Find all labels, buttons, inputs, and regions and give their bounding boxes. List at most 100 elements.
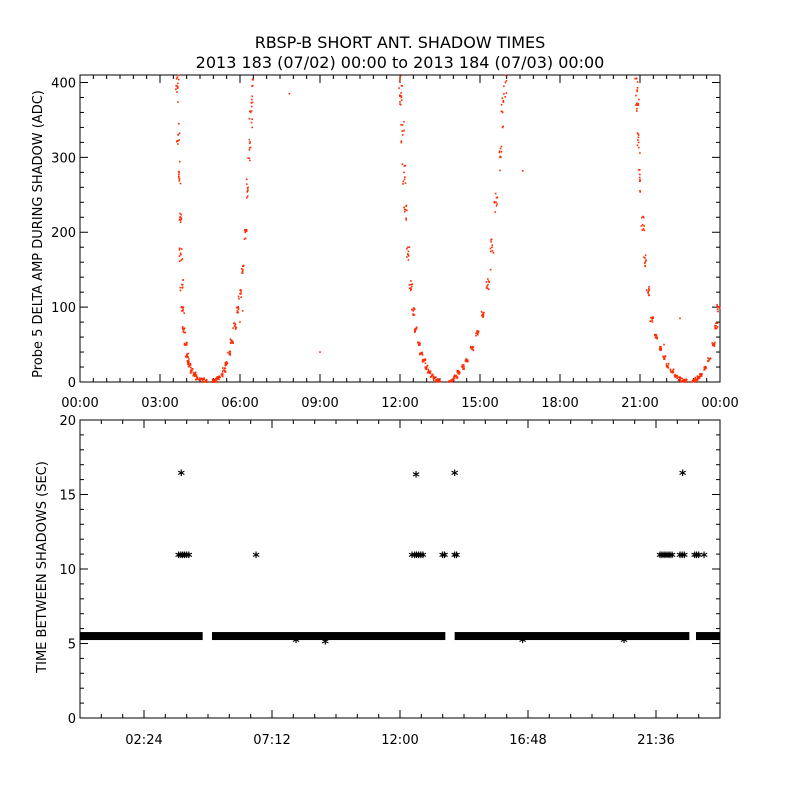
top-data-point [400,95,403,97]
top-data-point [417,341,419,344]
top-data-point [190,369,192,371]
top-data-point [399,77,401,80]
top-data-point [643,256,645,259]
top-data-point [225,362,228,364]
top-data-point [424,366,427,369]
top-data-point [242,265,245,267]
top-data-point [637,136,640,139]
top-data-point [681,377,683,380]
top-data-point [196,378,198,381]
top-data-point [415,326,418,329]
top-data-point [642,216,645,219]
top-data-point [691,379,694,382]
top-data-point [637,139,639,141]
top-data-point [643,229,646,232]
top-x-tick-label: 18:00 [541,396,578,411]
top-data-point [494,211,497,213]
top-data-point [178,218,181,221]
top-data-point [683,379,686,381]
top-data-point [234,323,237,325]
top-data-point [641,216,643,219]
top-data-point [487,283,489,286]
top-data-point [180,253,182,256]
top-data-point [477,330,480,333]
top-data-point [665,363,668,365]
top-data-point [249,111,252,114]
top-data-point [684,379,687,382]
top-data-point [184,355,187,358]
top-data-point [435,376,437,379]
top-data-point [418,353,421,356]
top-data-point [651,321,654,323]
top-data-point [494,192,497,195]
top-data-point [177,133,180,136]
top-data-point [713,343,716,346]
bottom-data-point: * [700,550,708,566]
top-data-point [432,375,435,378]
top-data-point [635,104,637,106]
top-data-point [399,95,401,97]
top-data-point [432,379,435,382]
top-data-point [192,371,195,374]
top-data-point [670,371,672,373]
top-data-point [495,204,498,207]
top-data-point [407,253,409,255]
top-data-point [404,182,407,184]
top-data-point [403,171,405,174]
top-data-point [667,366,670,369]
top-data-point [498,151,501,154]
top-data-point [403,129,406,132]
top-data-point [218,378,220,381]
top-data-point [403,210,406,213]
top-y-tick-label: 0 [68,376,76,391]
top-data-point [212,379,214,382]
top-data-point [644,265,647,268]
top-data-point [660,346,662,348]
top-data-point [195,374,198,377]
top-data-point [653,334,656,337]
top-data-point [241,270,244,273]
top-data-point [232,340,234,343]
top-data-point [658,348,661,351]
top-data-point [180,217,183,219]
top-data-point [185,343,188,346]
top-data-point [502,101,505,103]
top-data-point [225,363,228,366]
top-data-point [482,316,484,319]
top-data-point [177,140,179,142]
top-data-point [175,88,177,91]
top-data-point [181,286,184,289]
top-data-point [418,344,420,346]
top-data-point [251,101,254,104]
top-data-point [404,176,406,178]
top-data-point [408,246,411,248]
top-data-point [647,292,650,295]
top-data-point [647,291,649,293]
bottom-data-point: * [658,550,666,566]
top-data-point [703,369,706,371]
top-data-point [463,367,465,369]
top-data-point [245,178,248,181]
top-data-point [421,352,423,355]
top-data-point [237,311,239,314]
top-data-point [176,82,179,85]
top-data-point [178,132,181,135]
top-data-point [654,333,656,336]
top-data-point [403,206,405,209]
top-data-point [492,251,495,254]
top-data-point [187,365,190,368]
top-data-point [650,316,652,319]
top-data-point [413,331,416,333]
top-data-point [450,380,453,382]
top-data-point [201,381,204,383]
top-data-point [406,247,408,250]
top-data-point [493,201,496,203]
top-data-point [703,368,706,370]
top-data-point [502,125,504,128]
top-data-point [413,307,415,309]
top-data-point [669,368,672,371]
top-data-point [697,377,699,380]
top-data-point [709,357,712,360]
top-data-point [205,379,208,381]
top-data-point [186,356,188,359]
